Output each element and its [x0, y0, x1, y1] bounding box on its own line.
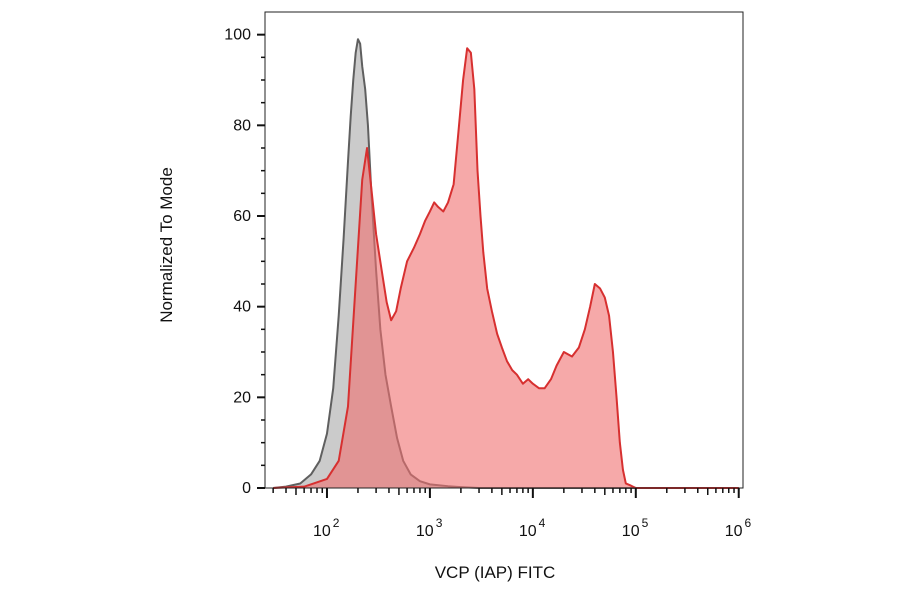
- y-axis-title: Normalized To Mode: [157, 167, 176, 323]
- x-tick-label: 10 2: [313, 516, 340, 540]
- series-1-area: [273, 48, 739, 489]
- x-tick-label: 10 5: [622, 516, 649, 540]
- series-layer: [273, 38, 739, 489]
- axes-layer: 0 20 40 60 80 100 10 2 10 3 10 4 10 5 10 6: [224, 27, 751, 540]
- y-tick-label: 80: [233, 117, 251, 134]
- y-tick-label: 40: [233, 299, 251, 316]
- plot-frame: [264, 11, 744, 489]
- y-tick-label: 0: [242, 480, 251, 497]
- x-tick-label: 10 3: [416, 516, 443, 540]
- x-axis-title: VCP (IAP) FITC: [435, 563, 556, 582]
- y-tick-label: 20: [233, 389, 251, 406]
- x-tick-label: 10 4: [519, 516, 546, 540]
- series-1-line: [273, 47, 739, 489]
- y-tick-label: 60: [233, 208, 251, 225]
- y-tick-label: 100: [224, 27, 251, 44]
- x-tick-label: 10 6: [725, 516, 752, 540]
